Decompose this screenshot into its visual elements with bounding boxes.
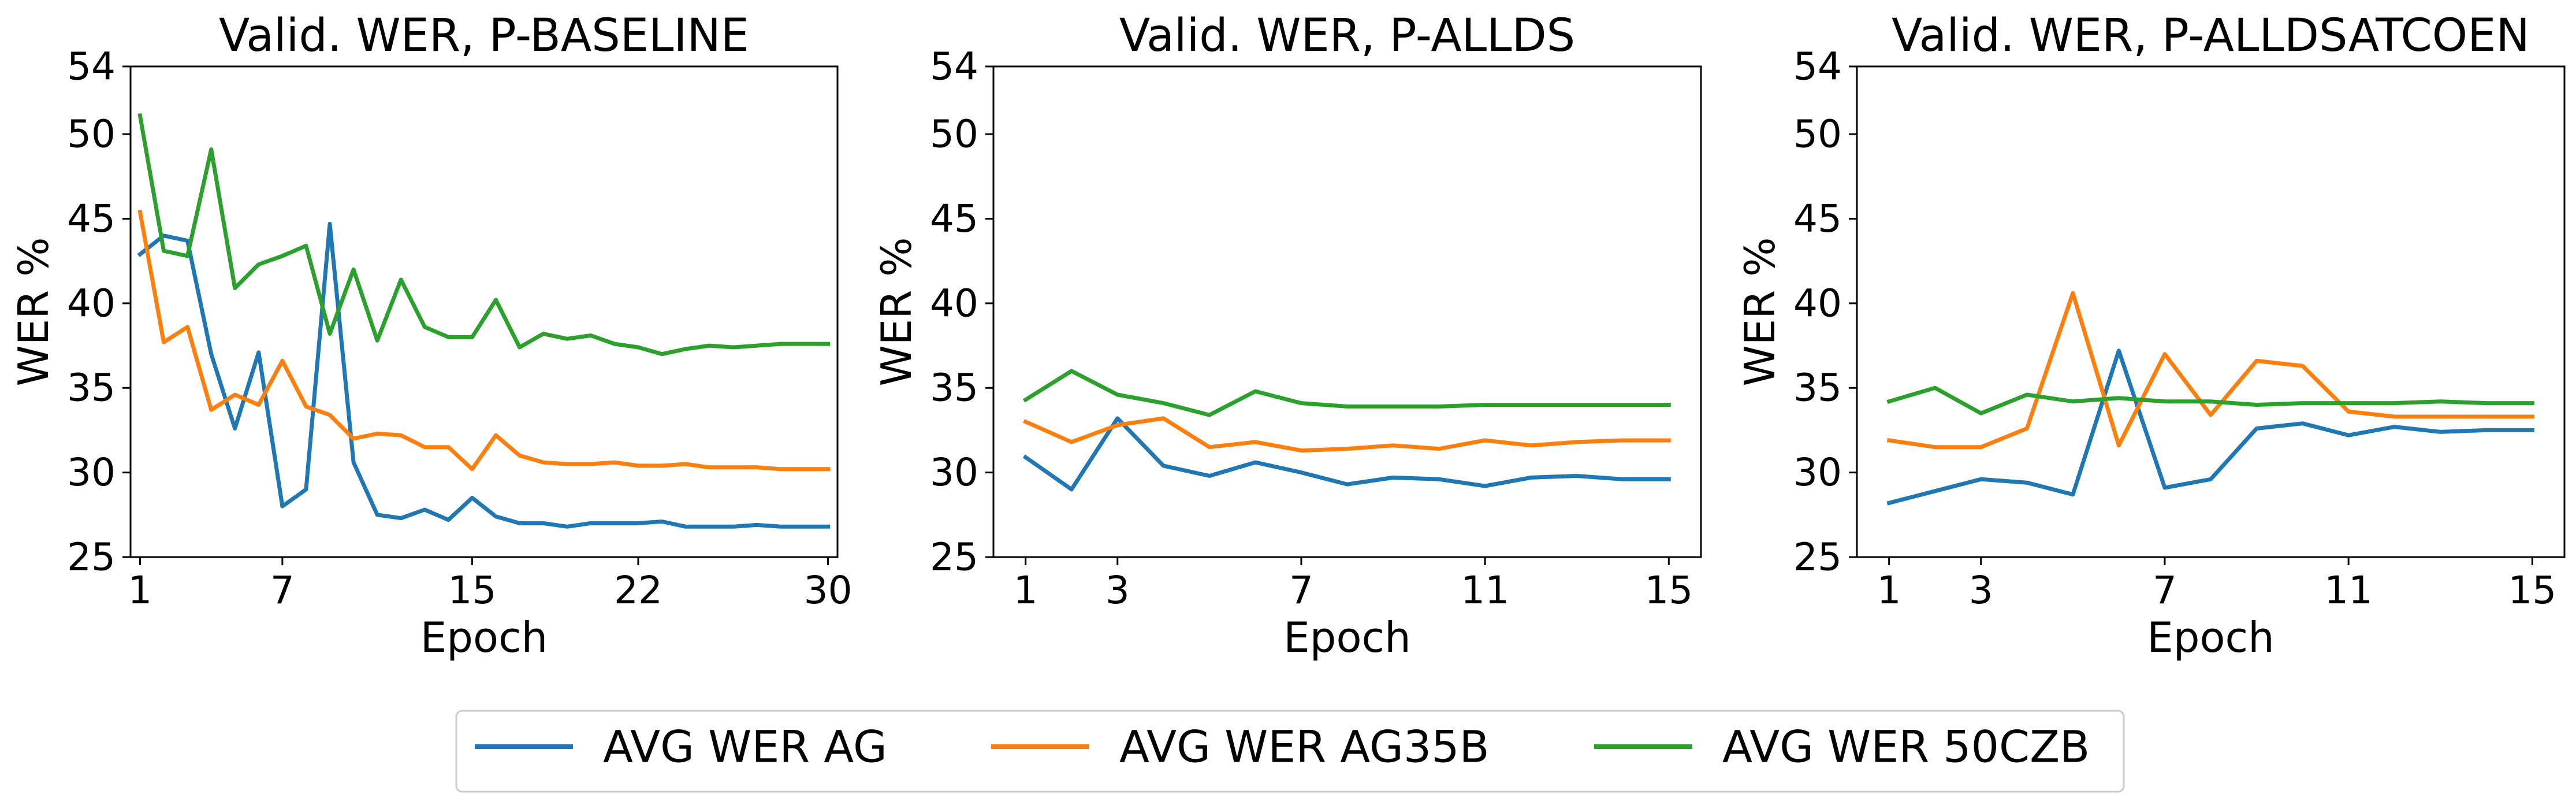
panel-3-x-tick-label: 15 <box>2508 568 2556 613</box>
panel-1-series-line-2 <box>137 209 831 472</box>
panel-3-y-tick-label: 45 <box>1793 196 1842 241</box>
panel-2-x-tick-label: 7 <box>1289 568 1313 613</box>
panel-3-y-tick-label: 35 <box>1793 366 1842 410</box>
panel-1-x-tick-label: 1 <box>128 568 152 613</box>
panel-3-x-axis-label: Epoch <box>2147 613 2274 662</box>
panel-1-x-tick-label: 30 <box>804 568 853 613</box>
panel-1-series-line-1 <box>137 221 831 529</box>
panel-3-series-line-1 <box>1886 348 2534 506</box>
panel-1-x-tick-label: 22 <box>614 568 662 613</box>
panel-3-series-line-3 <box>1886 385 2534 416</box>
panel-3-axes-frame <box>1856 65 2566 558</box>
panel-1-x-tick-label: 15 <box>448 568 496 613</box>
legend-label-1: AVG WER AG <box>603 721 887 773</box>
panel-3-title: Valid. WER, P-ALLDSATCOEN <box>1892 10 2530 62</box>
panel-1-title: Valid. WER, P-BASELINE <box>219 10 749 62</box>
panel-3-y-tick-label: 40 <box>1793 281 1842 325</box>
panel-3-y-tick-label: 50 <box>1793 112 1842 157</box>
legend-box <box>455 710 2125 793</box>
panel-1-y-tick-label: 54 <box>67 44 116 89</box>
panel-1-x-axis-label: Epoch <box>420 613 548 662</box>
legend-label-2: AVG WER AG35B <box>1119 721 1490 773</box>
panel-1-axes-frame <box>129 65 839 558</box>
panel-2-y-tick-label: 25 <box>930 535 978 580</box>
panel-2-y-tick-label: 45 <box>930 196 978 241</box>
panel-2-x-tick-label: 11 <box>1461 568 1509 613</box>
panel-3-series-line-2 <box>1886 291 2534 450</box>
panel-1-x-tick-label: 7 <box>270 568 295 613</box>
panel-2-series-line-2 <box>1023 416 1671 453</box>
panel-2-title: Valid. WER, P-ALLDS <box>1119 10 1575 62</box>
panel-2-x-tick-label: 3 <box>1105 568 1130 613</box>
panel-3-x-tick-label: 3 <box>1969 568 1993 613</box>
panel-1-series-line-3 <box>137 113 831 357</box>
panel-2-y-axis-label: WER % <box>872 237 921 386</box>
panel-1-y-tick-label: 30 <box>67 450 116 495</box>
panel-1-y-tick-label: 45 <box>67 196 116 241</box>
panel-2-axes-frame <box>992 65 1702 558</box>
panel-2-y-tick-label: 54 <box>930 44 978 89</box>
panel-2-x-tick-label: 1 <box>1014 568 1038 613</box>
panel-1-y-tick-label: 40 <box>67 281 116 325</box>
legend-label-3: AVG WER 50CZB <box>1722 721 2090 773</box>
panel-2-series-line-1 <box>1022 416 1671 492</box>
panel-3-y-tick-label: 30 <box>1793 450 1842 495</box>
panel-1-y-tick-label: 35 <box>67 366 116 410</box>
panel-1-y-tick-label: 50 <box>67 112 116 157</box>
panel-1-y-tick-label: 25 <box>67 535 116 580</box>
panel-3-x-tick-label: 7 <box>2153 568 2177 613</box>
panel-3-y-tick-label: 54 <box>1793 44 1842 89</box>
panel-3-x-tick-label: 1 <box>1877 568 1901 613</box>
panel-2-y-tick-label: 35 <box>930 366 978 410</box>
panel-3-y-axis-label: WER % <box>1736 237 1784 386</box>
panel-1-y-axis-label: WER % <box>9 237 58 386</box>
panel-2-y-tick-label: 40 <box>930 281 978 325</box>
panel-3-y-tick-label: 25 <box>1793 535 1842 580</box>
panel-3-x-tick-label: 11 <box>2324 568 2373 613</box>
panel-2-x-axis-label: Epoch <box>1283 613 1410 662</box>
panel-2-y-tick-label: 30 <box>930 450 978 495</box>
panel-2-series-line-3 <box>1022 369 1671 417</box>
panel-2-y-tick-label: 50 <box>930 112 978 157</box>
panel-2-x-tick-label: 15 <box>1644 568 1693 613</box>
